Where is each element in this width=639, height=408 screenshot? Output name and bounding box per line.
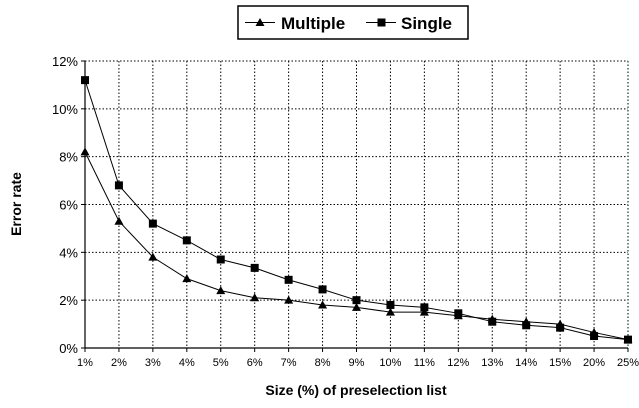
data-point-single <box>522 321 531 330</box>
x-tick-label: 20% <box>583 357 605 369</box>
data-point-single <box>148 219 157 228</box>
x-tick-label: 1% <box>77 357 93 369</box>
data-point-single <box>216 255 225 264</box>
legend-marker-single <box>377 18 386 27</box>
x-tick-label: 2% <box>111 357 127 369</box>
x-tick-label: 6% <box>247 357 263 369</box>
data-point-single <box>284 275 293 284</box>
data-point-multiple <box>148 252 158 261</box>
x-tick-label: 7% <box>281 357 297 369</box>
data-point-multiple <box>284 295 294 304</box>
data-point-single <box>114 181 123 190</box>
data-point-single <box>420 303 429 312</box>
x-tick-label: 3% <box>145 357 161 369</box>
legend-entry-single: Single <box>366 14 452 33</box>
gridlines <box>85 60 629 348</box>
data-point-single <box>182 236 191 245</box>
legend-box <box>237 5 469 40</box>
series-single <box>81 76 632 344</box>
x-tick-label: 25% <box>617 357 639 369</box>
data-point-single <box>352 296 361 305</box>
y-tick-labels: 0% 2% 4% 6% 8% 10% 12% <box>52 54 78 356</box>
y-tick-label: 6% <box>59 198 78 213</box>
legend: Multiple Single <box>237 5 469 40</box>
x-tick-label: 8% <box>315 357 331 369</box>
legend-label-multiple: Multiple <box>281 14 345 33</box>
y-tick-label: 4% <box>59 245 78 260</box>
x-tick-label: 15% <box>549 357 571 369</box>
data-point-single <box>386 300 395 309</box>
x-axis-title: Size (%) of preselection list <box>265 382 447 398</box>
y-tick-label: 8% <box>59 150 78 165</box>
legend-label-single: Single <box>401 14 452 33</box>
y-tick-label: 0% <box>59 341 78 356</box>
data-point-single <box>590 332 599 341</box>
data-point-multiple <box>352 302 361 311</box>
data-point-single <box>318 285 327 294</box>
x-tick-label: 12% <box>447 357 469 369</box>
legend-marker-multiple <box>255 18 265 26</box>
data-point-single <box>81 76 89 85</box>
series-group <box>80 76 633 344</box>
data-point-single <box>624 335 632 344</box>
data-point-multiple <box>385 307 395 316</box>
x-tick-label: 10% <box>379 357 401 369</box>
x-tick-label: 14% <box>515 357 537 369</box>
legend-entry-multiple: Multiple <box>245 14 345 33</box>
x-tick-label: 13% <box>481 357 503 369</box>
data-point-single <box>250 263 259 272</box>
data-point-multiple <box>114 216 124 225</box>
y-tick-label: 2% <box>59 293 78 308</box>
y-tick-label: 10% <box>52 102 78 117</box>
x-tick-label: 11% <box>414 357 435 369</box>
data-point-multiple <box>80 147 90 156</box>
data-point-single <box>454 309 463 318</box>
x-tick-labels: 1% 2% 3% 4% 5% 6% 7% 8% 9% 10% 11% 12% 13% 14% 15% 20% 2… <box>77 357 639 369</box>
data-point-multiple <box>182 274 192 283</box>
data-point-single <box>488 317 497 326</box>
x-tick-label: 4% <box>179 357 195 369</box>
data-point-single <box>556 323 565 332</box>
x-tick-label: 9% <box>349 357 365 369</box>
axes <box>81 60 629 352</box>
data-point-multiple <box>318 300 328 309</box>
x-tick-label: 5% <box>213 357 229 369</box>
y-axis-title: Error rate <box>8 172 24 236</box>
data-point-multiple <box>419 307 429 316</box>
data-point-multiple <box>216 286 226 295</box>
data-point-multiple <box>250 293 260 302</box>
y-tick-label: 12% <box>52 54 78 69</box>
